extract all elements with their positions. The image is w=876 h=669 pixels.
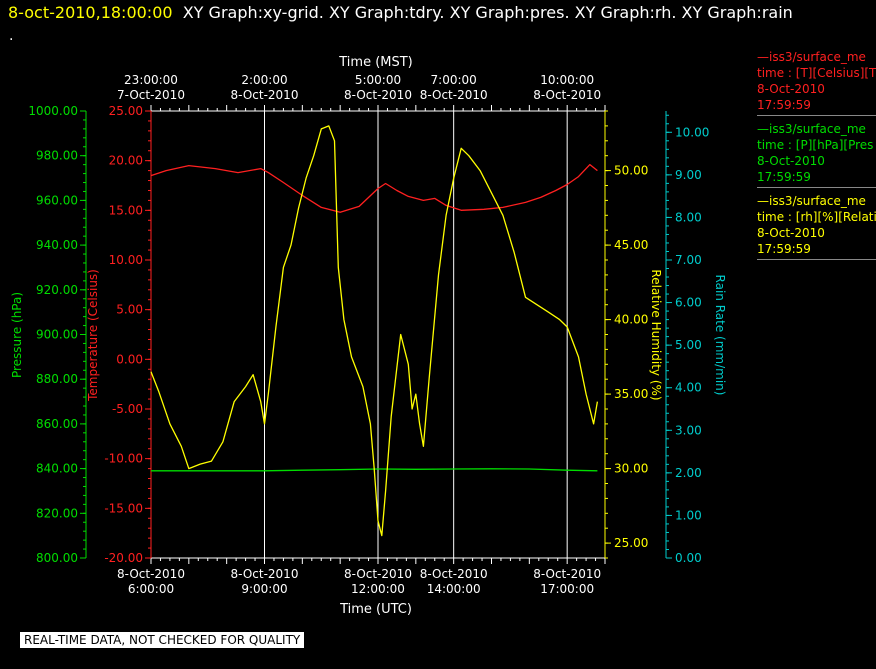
x2-tick-label-date: 7-Oct-2010	[117, 88, 185, 102]
rain-tick-label: 0.00	[675, 551, 702, 565]
x-tick-label-time: 6:00:00	[128, 582, 174, 596]
temperature-axis-label: Temperature (Celsius)	[86, 269, 100, 402]
rain-tick-label: 3.00	[675, 423, 702, 437]
legend-series: —iss3/surface_me	[757, 122, 866, 136]
rain-tick-label: 4.00	[675, 381, 702, 395]
pressure-tick-label: 800.00	[36, 551, 78, 565]
x2-tick-label-date: 8-Oct-2010	[420, 88, 488, 102]
x-tick-label-time: 17:00:00	[540, 582, 594, 596]
rh-tick-label: 40.00	[614, 313, 648, 327]
temperature-tick-label: -10.00	[104, 452, 143, 466]
legend-field: time : [rh][%][Relati	[757, 210, 876, 224]
legend-date: 8-Oct-2010	[757, 154, 825, 168]
pressure-tick-label: 980.00	[36, 149, 78, 163]
x2-tick-label-time: 7:00:00	[431, 73, 477, 87]
temperature-tick-label: 5.00	[116, 303, 143, 317]
pressure-axis-label: Pressure (hPa)	[10, 292, 24, 378]
pressure-tick-label: 920.00	[36, 283, 78, 297]
x-tick-label-date: 8-Oct-2010	[533, 567, 601, 581]
temperature-tick-label: 10.00	[109, 253, 143, 267]
x-tick-label-time: 14:00:00	[427, 582, 481, 596]
temperature-tick-label: 0.00	[116, 352, 143, 366]
x-axis-label: Time (UTC)	[339, 602, 412, 617]
rh-series-line	[150, 125, 599, 537]
legend-time: 17:59:59	[757, 170, 811, 184]
pressure-tick-label: 900.00	[36, 328, 78, 342]
legend-date: 8-Oct-2010	[757, 82, 825, 96]
x2-tick-label-date: 8-Oct-2010	[533, 88, 601, 102]
legend-date: 8-Oct-2010	[757, 226, 825, 240]
rh-tick-label: 50.00	[614, 164, 648, 178]
x2-tick-label-time: 5:00:00	[355, 73, 401, 87]
pressure-tick-label: 960.00	[36, 193, 78, 207]
x-tick-label-time: 9:00:00	[241, 582, 287, 596]
x2-tick-label-date: 8-Oct-2010	[344, 88, 412, 102]
x-tick-label-date: 8-Oct-2010	[420, 567, 488, 581]
header-graph-list: XY Graph:xy-grid. XY Graph:tdry. XY Grap…	[182, 3, 793, 22]
pressure-tick-label: 820.00	[36, 506, 78, 520]
temperature-tick-label: -5.00	[112, 402, 143, 416]
graph-header: 8-oct-2010,18:00:00 XY Graph:xy-grid. XY…	[8, 3, 793, 22]
legend-entry-temperature[interactable]: —iss3/surface_me time : [T][Celsius][T 8…	[757, 49, 876, 116]
rain-tick-label: 2.00	[675, 466, 702, 480]
temperature-tick-label: -20.00	[104, 551, 143, 565]
legend-series: —iss3/surface_me	[757, 50, 866, 64]
pressure-tick-label: 860.00	[36, 417, 78, 431]
legend-field: time : [T][Celsius][T	[757, 66, 876, 80]
legend-series: —iss3/surface_me	[757, 194, 866, 208]
temperature-tick-label: 20.00	[109, 154, 143, 168]
x2-tick-label-time: 10:00:00	[540, 73, 594, 87]
rain-tick-label: 8.00	[675, 210, 702, 224]
x-tick-label-date: 8-Oct-2010	[117, 567, 185, 581]
rh-tick-label: 35.00	[614, 387, 648, 401]
x-tick-label-time: 12:00:00	[351, 582, 405, 596]
legend-entry-pressure[interactable]: —iss3/surface_me time : [P][hPa][Pres 8-…	[757, 121, 876, 188]
x2-tick-label-time: 2:00:00	[241, 73, 287, 87]
pressure-series-line	[151, 468, 598, 472]
legend-time: 17:59:59	[757, 98, 811, 112]
pressure-tick-label: 1000.00	[28, 104, 78, 118]
x-tick-label-date: 8-Oct-2010	[231, 567, 299, 581]
temperature-tick-label: 15.00	[109, 203, 143, 217]
x2-tick-label-time: 23:00:00	[124, 73, 178, 87]
rain-tick-label: 10.00	[675, 125, 709, 139]
temperature-tick-label: -15.00	[104, 501, 143, 515]
rain-axis-label: Rain Rate (mm/min)	[713, 275, 727, 396]
rain-tick-label: 1.00	[675, 508, 702, 522]
legend-divider	[757, 187, 876, 188]
rh-tick-label: 25.00	[614, 536, 648, 550]
pressure-tick-label: 880.00	[36, 372, 78, 386]
rain-tick-label: 6.00	[675, 296, 702, 310]
quality-disclaimer: REAL-TIME DATA, NOT CHECKED FOR QUALITY	[20, 632, 305, 648]
rain-tick-label: 7.00	[675, 253, 702, 267]
rh-tick-label: 30.00	[614, 462, 648, 476]
pressure-tick-label: 840.00	[36, 462, 78, 476]
header-timestamp: 8-oct-2010,18:00:00	[8, 3, 173, 22]
x2-axis-label: Time (MST)	[338, 55, 413, 70]
rh-axis-label: Relative Humidity (%)	[649, 269, 663, 400]
x-tick-label-date: 8-Oct-2010	[344, 567, 412, 581]
temperature-series-line	[150, 163, 598, 213]
pressure-tick-label: 940.00	[36, 238, 78, 252]
x2-tick-label-date: 8-Oct-2010	[231, 88, 299, 102]
temperature-tick-label: 25.00	[109, 104, 143, 118]
legend-divider	[757, 259, 876, 260]
header-dot: .	[9, 28, 14, 44]
rain-tick-label: 9.00	[675, 168, 702, 182]
legend-entry-rh[interactable]: —iss3/surface_me time : [rh][%][Relati 8…	[757, 193, 876, 260]
legend-time: 17:59:59	[757, 242, 811, 256]
rh-tick-label: 45.00	[614, 238, 648, 252]
legend-field: time : [P][hPa][Pres	[757, 138, 874, 152]
rain-tick-label: 5.00	[675, 338, 702, 352]
legend-divider	[757, 115, 876, 116]
